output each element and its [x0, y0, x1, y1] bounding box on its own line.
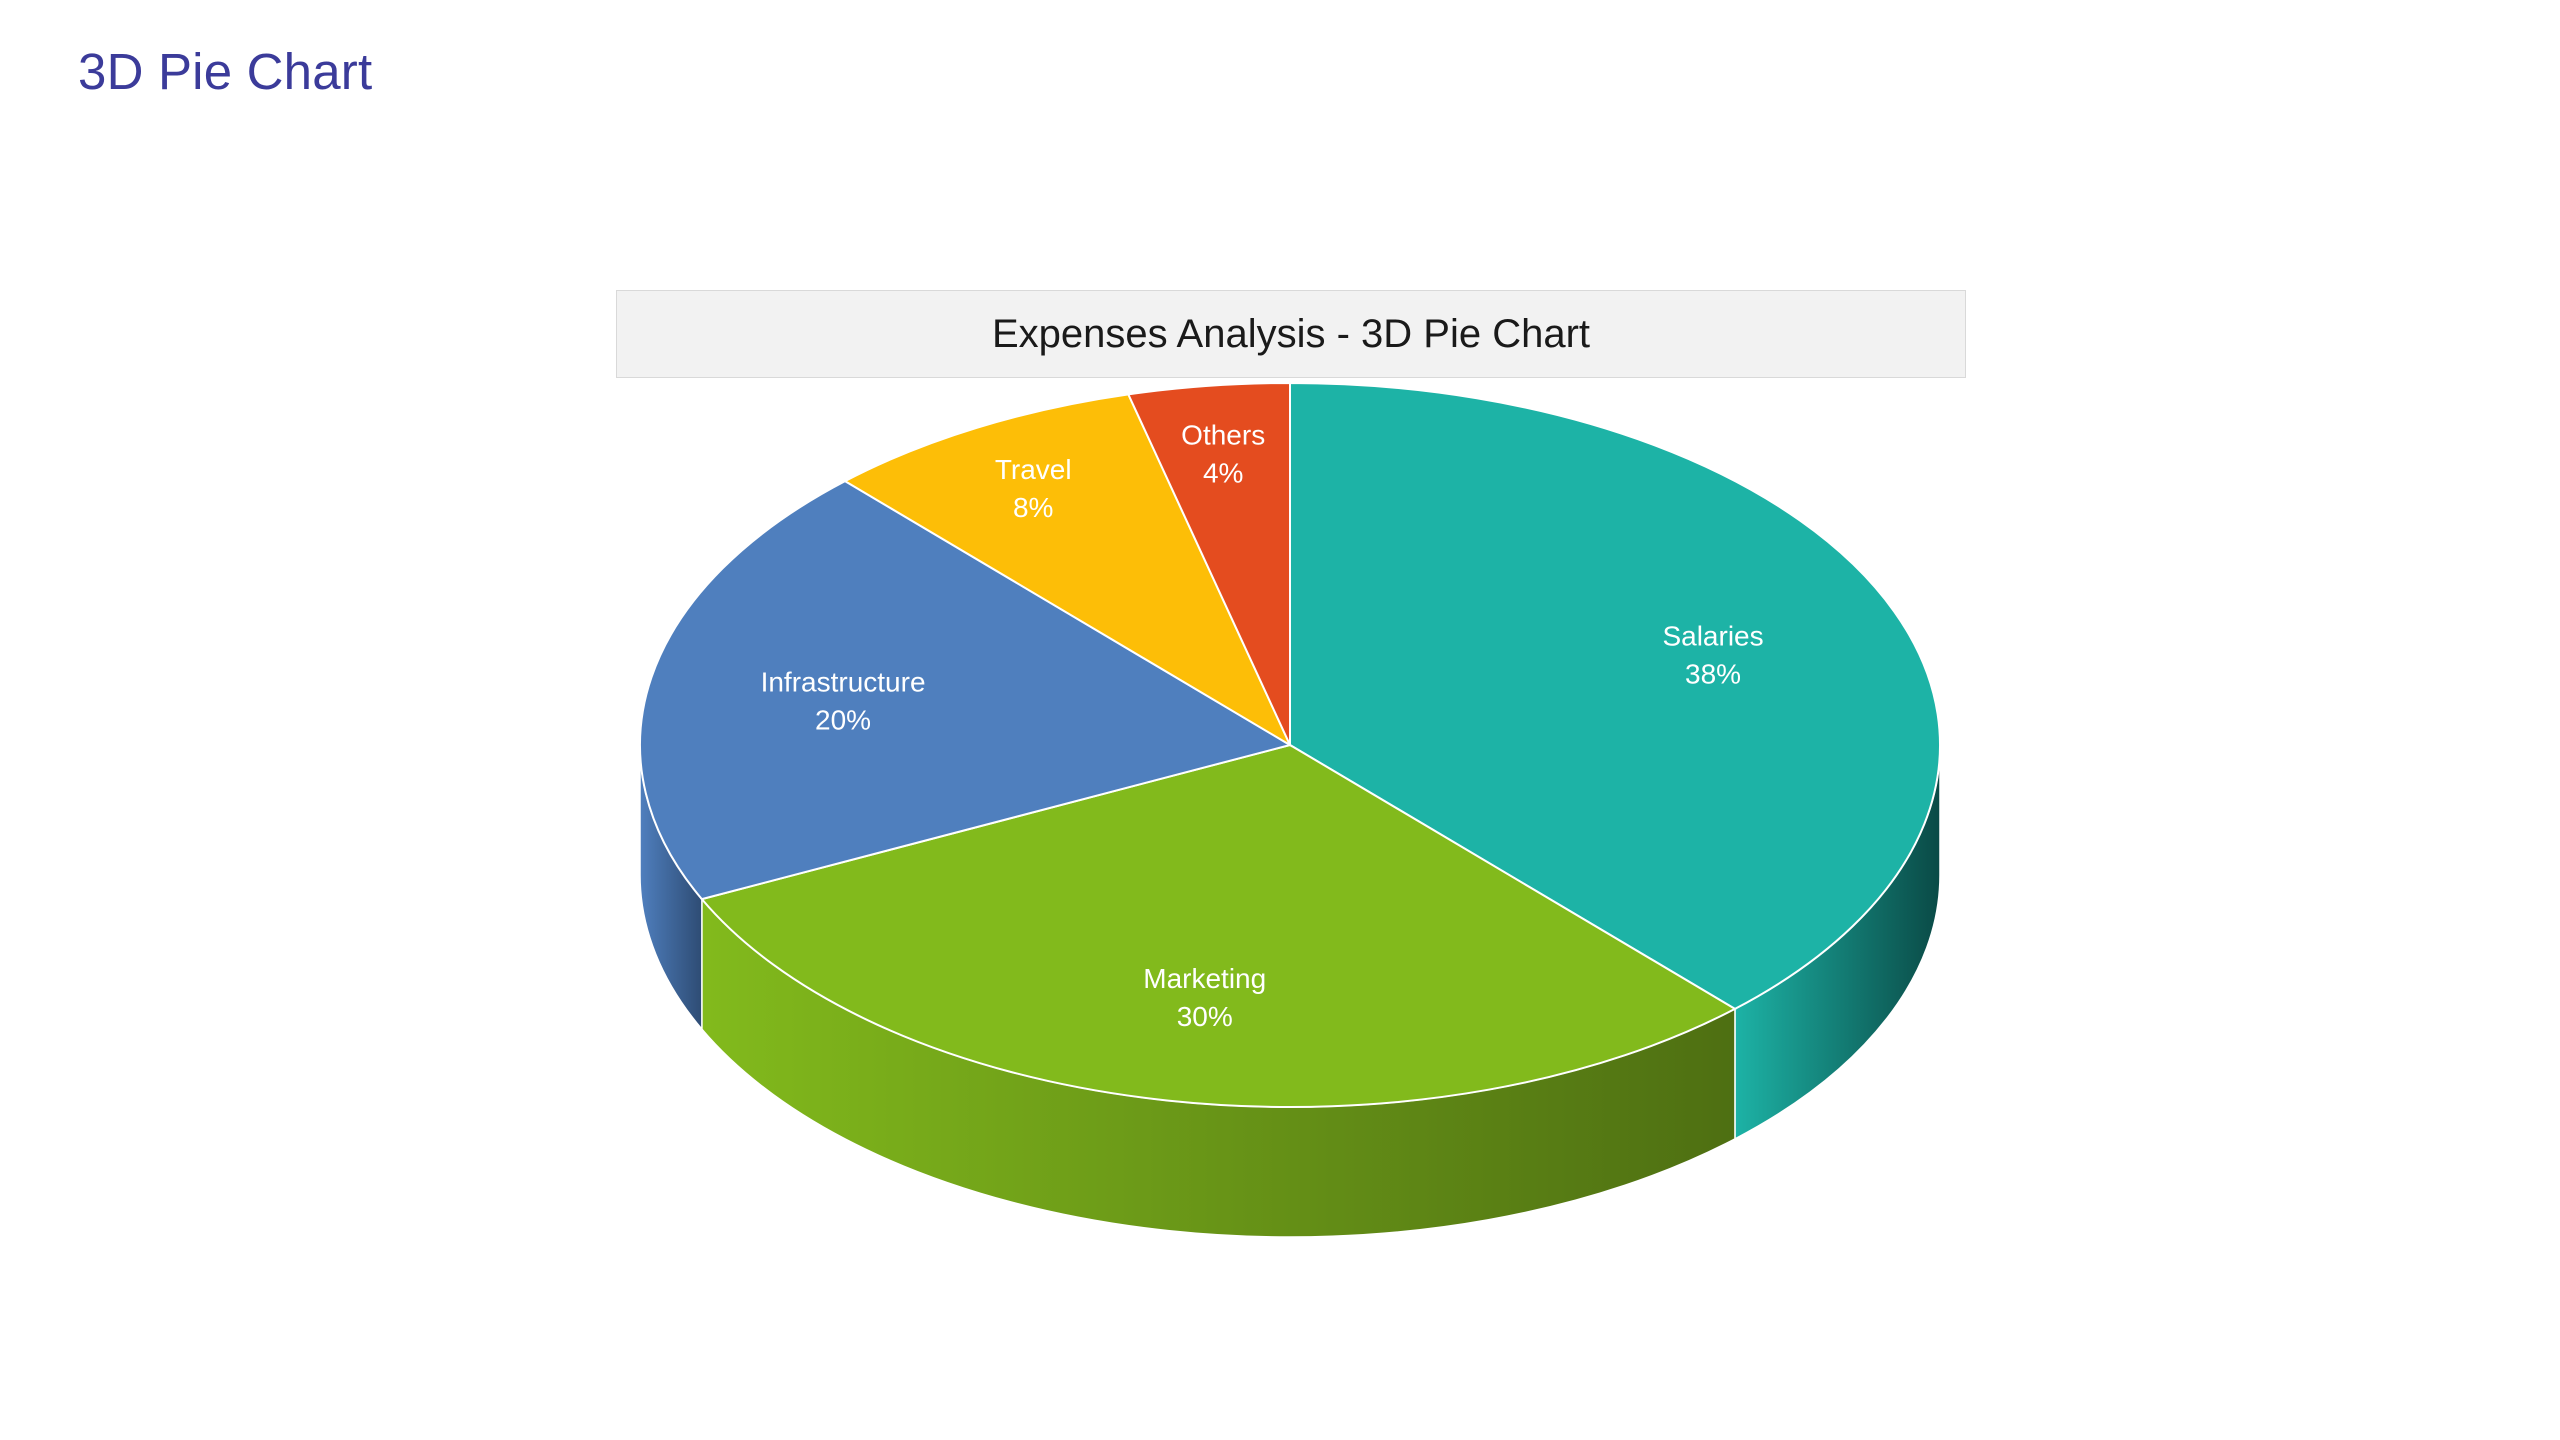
- pie-slice-others[interactable]: [1126, 381, 1291, 746]
- slice-value-others: 4%: [1203, 458, 1243, 489]
- chart-title-box: Expenses Analysis - 3D Pie Chart: [616, 290, 1966, 378]
- slice-label-salaries: Salaries: [1662, 621, 1763, 652]
- page-title: 3D Pie Chart: [78, 43, 373, 100]
- pie-labels: Salaries 38% Marketing 30% Infrastructure 20%…: [761, 420, 1764, 1032]
- slice-value-infrastructure: 20%: [815, 705, 871, 736]
- pie-slice-salaries[interactable]: [1289, 381, 1941, 1011]
- slice-label-travel: Travel: [995, 454, 1072, 485]
- slice-value-salaries: 38%: [1685, 659, 1741, 690]
- pie-slice-travel[interactable]: [842, 393, 1293, 748]
- slice-value-marketing: 30%: [1177, 1001, 1233, 1032]
- slice-label-infrastructure: Infrastructure: [761, 667, 926, 698]
- pie-slice-marketing[interactable]: [700, 743, 1738, 1108]
- slice-label-marketing: Marketing: [1143, 963, 1266, 994]
- pie-slice-infrastructure[interactable]: [639, 479, 1293, 901]
- slice-label-others: Others: [1181, 420, 1265, 451]
- slice-value-travel: 8%: [1013, 492, 1053, 523]
- pie-slices: [639, 381, 1941, 1108]
- chart-title: Expenses Analysis - 3D Pie Chart: [991, 311, 1591, 356]
